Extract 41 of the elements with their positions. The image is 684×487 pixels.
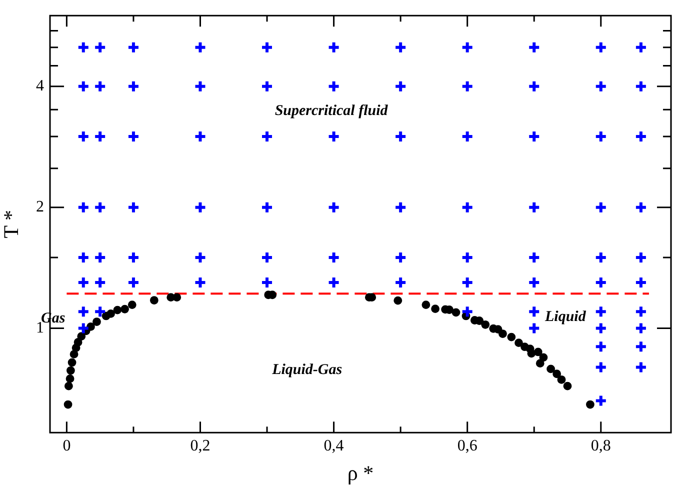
point: [422, 300, 430, 309]
point: [563, 382, 572, 390]
point: [66, 374, 74, 383]
y-axis-title: T *: [0, 210, 24, 238]
x-tick-label: 0,4: [324, 437, 344, 454]
point: [128, 300, 136, 309]
annotation: Supercritical fluid: [274, 102, 388, 119]
point: [546, 364, 556, 374]
annotation: Liquid-Gas: [271, 362, 342, 378]
point: [534, 348, 542, 356]
point: [536, 359, 544, 368]
point: [113, 306, 122, 314]
point: [586, 400, 594, 409]
point: [172, 293, 182, 302]
x-tick-label: 0: [62, 437, 71, 454]
point: [64, 382, 73, 390]
point: [66, 366, 75, 375]
x-tick-label: 0,2: [190, 437, 210, 454]
point: [507, 332, 516, 342]
point: [557, 375, 566, 384]
x-tick-label: 0,8: [590, 437, 611, 454]
point: [452, 308, 460, 317]
point: [514, 338, 523, 348]
point: [394, 296, 402, 305]
point: [86, 322, 95, 331]
point: [120, 304, 129, 314]
point: [92, 318, 101, 326]
x-tick-label: 0,6: [457, 437, 478, 454]
point: [150, 296, 158, 304]
y-tick-label: 4: [36, 78, 44, 95]
y-tick-label: 2: [36, 198, 44, 216]
point: [106, 310, 115, 318]
point: [64, 400, 72, 409]
point: [431, 304, 440, 314]
point: [498, 330, 507, 338]
point: [77, 332, 86, 341]
annotation: Liquid: [544, 308, 586, 325]
x-axis-title: ρ *: [347, 460, 374, 485]
point: [552, 370, 562, 378]
point: [481, 320, 490, 329]
point: [68, 358, 76, 367]
